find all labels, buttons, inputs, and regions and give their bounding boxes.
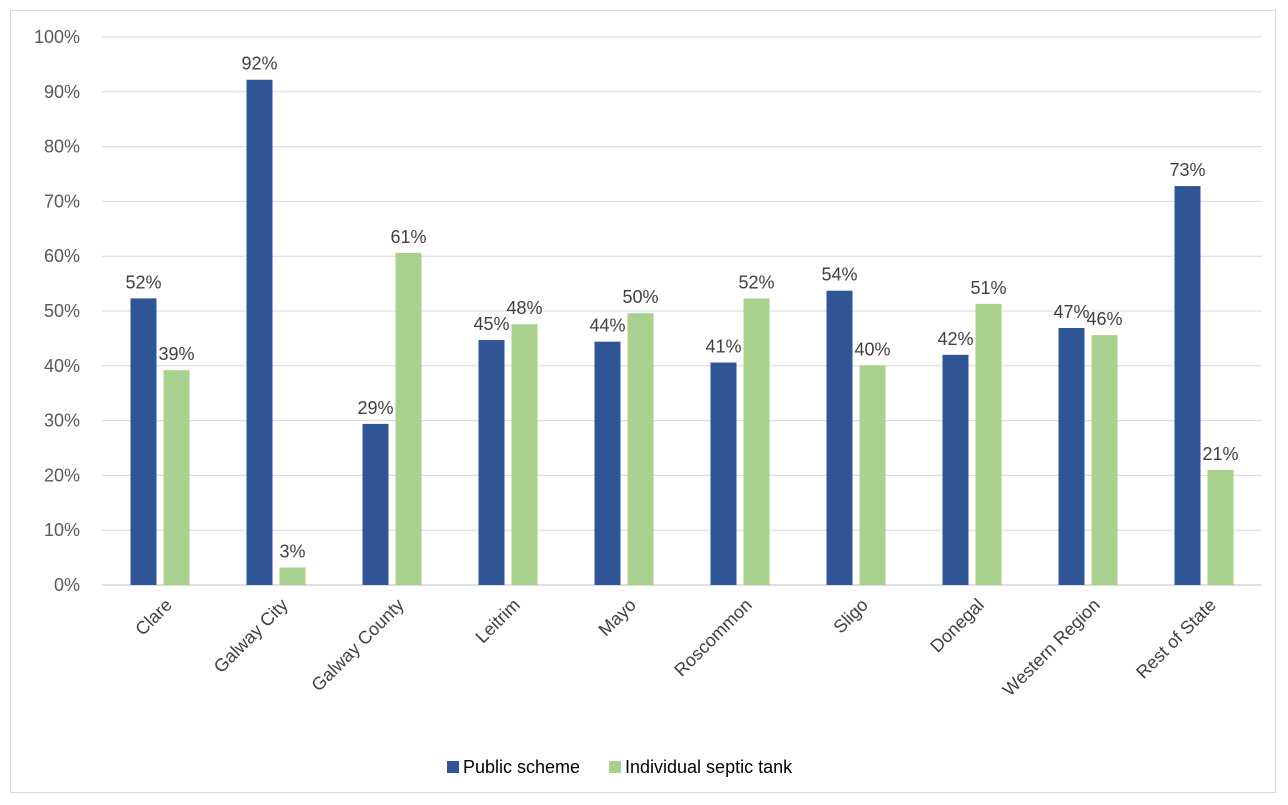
bar-individual-septic-tank bbox=[395, 252, 422, 586]
data-label: 61% bbox=[390, 227, 426, 247]
bar-public-scheme bbox=[130, 298, 157, 585]
bar-individual-septic-tank bbox=[511, 324, 538, 585]
bar-individual-septic-tank bbox=[627, 313, 654, 585]
data-label: 40% bbox=[854, 339, 890, 359]
category-label: Sligo bbox=[829, 595, 871, 637]
legend-label-public-scheme: Public scheme bbox=[463, 757, 580, 777]
data-labels: 52% 39% 92% 3% 29% 61% 45%48% 44% 50% 41% 52% 54% 40… bbox=[125, 54, 1238, 562]
bar-public-scheme bbox=[942, 354, 969, 585]
category-label: Galway City bbox=[210, 595, 292, 677]
category-label: Western Region bbox=[999, 595, 1104, 700]
legend-label-individual-septic-tank: Individual septic tank bbox=[625, 757, 793, 777]
category-label: Donegal bbox=[926, 595, 988, 657]
data-label: 52% bbox=[125, 272, 161, 292]
bar-public-scheme bbox=[594, 341, 621, 585]
y-tick-label: 40% bbox=[44, 356, 80, 376]
y-tick-label: 10% bbox=[44, 520, 80, 540]
data-label: 45% bbox=[473, 314, 509, 334]
category-label: Galway County bbox=[307, 595, 407, 695]
y-axis-tick-labels: 0% 10% 20% 30% 40% 50% 60% 70% 80% 90% 100% bbox=[34, 27, 80, 595]
data-label: 41% bbox=[705, 337, 741, 357]
bars bbox=[130, 79, 1234, 586]
bar-individual-septic-tank bbox=[1207, 469, 1234, 585]
category-label: Leitrim bbox=[472, 595, 524, 647]
y-tick-label: 0% bbox=[54, 575, 80, 595]
data-label: 42% bbox=[937, 329, 973, 349]
legend-swatch-individual-septic-tank bbox=[609, 761, 621, 773]
data-label: 29% bbox=[357, 398, 393, 418]
y-tick-label: 100% bbox=[34, 27, 80, 47]
data-label: 3% bbox=[279, 541, 305, 561]
bar-public-scheme bbox=[710, 362, 737, 585]
data-label: 48% bbox=[506, 298, 542, 318]
data-label: 47% bbox=[1053, 302, 1089, 322]
bar-individual-septic-tank bbox=[279, 567, 306, 585]
bar-individual-septic-tank bbox=[1091, 335, 1118, 585]
category-label: Rest of State bbox=[1132, 595, 1220, 683]
bar-public-scheme bbox=[1174, 186, 1201, 585]
category-label: Roscommon bbox=[670, 595, 756, 681]
bar-public-scheme bbox=[246, 79, 273, 585]
legend-swatch-public-scheme bbox=[447, 761, 459, 773]
data-label: 44% bbox=[589, 316, 625, 336]
y-tick-label: 30% bbox=[44, 411, 80, 431]
y-tick-label: 80% bbox=[44, 137, 80, 157]
data-label: 92% bbox=[241, 54, 277, 74]
y-tick-label: 70% bbox=[44, 191, 80, 211]
data-label: 51% bbox=[970, 278, 1006, 298]
y-tick-label: 50% bbox=[44, 301, 80, 321]
data-label: 52% bbox=[738, 272, 774, 292]
data-label: 46% bbox=[1086, 309, 1122, 329]
data-label: 21% bbox=[1202, 444, 1238, 464]
data-label: 54% bbox=[821, 265, 857, 285]
category-label: Clare bbox=[131, 595, 176, 640]
bar-individual-septic-tank bbox=[859, 365, 886, 585]
y-tick-label: 60% bbox=[44, 246, 80, 266]
bar-public-scheme bbox=[478, 340, 505, 585]
x-axis-category-labels: Clare Galway City Galway County Leitrim Mayo… bbox=[131, 595, 1220, 700]
bar-public-scheme bbox=[826, 290, 853, 585]
y-tick-label: 20% bbox=[44, 465, 80, 485]
legend: Public scheme Individual septic tank bbox=[447, 757, 793, 777]
category-label: Mayo bbox=[595, 595, 640, 640]
y-tick-label: 90% bbox=[44, 82, 80, 102]
data-label: 39% bbox=[158, 344, 194, 364]
bar-public-scheme bbox=[1058, 327, 1085, 585]
bar-individual-septic-tank bbox=[975, 303, 1002, 585]
bar-individual-septic-tank bbox=[163, 370, 190, 585]
bar-public-scheme bbox=[362, 423, 389, 585]
data-label: 73% bbox=[1169, 160, 1205, 180]
data-label: 50% bbox=[622, 287, 658, 307]
bar-individual-septic-tank bbox=[743, 298, 770, 585]
